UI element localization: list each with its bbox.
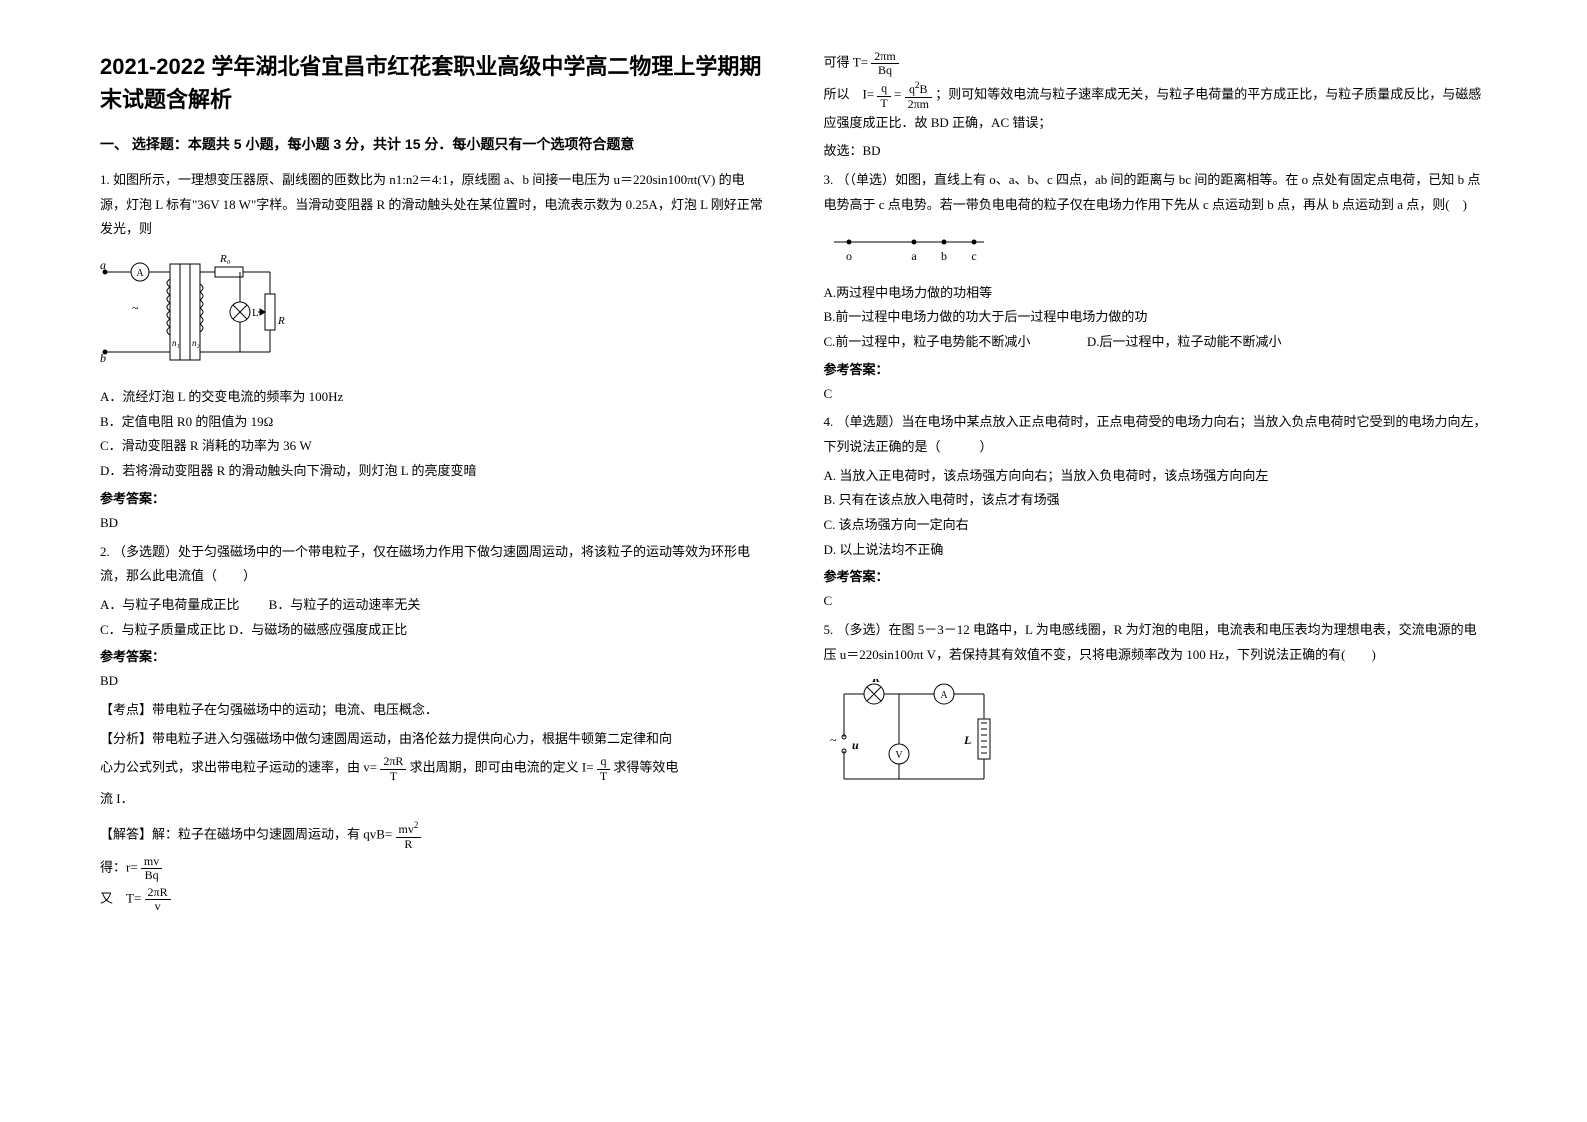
svg-text:n₁: n₁ — [172, 338, 180, 348]
q1-optC: C．滑动变阻器 R 消耗的功率为 36 W — [100, 434, 764, 459]
q1-optA: A．流经灯泡 L 的交变电流的频率为 100Hz — [100, 385, 764, 410]
frac-mv-Bq: mvBq — [141, 855, 162, 882]
q2-optC: C．与粒子质量成正比 — [100, 622, 226, 637]
q2-optA: A．与粒子电荷量成正比 — [100, 597, 239, 612]
q3-optB: B.前一过程中电场力做的功大于后一过程中电场力做的功 — [824, 305, 1488, 330]
svg-text:R: R — [871, 679, 880, 685]
transformer-diagram: A — [100, 254, 290, 372]
q2-answer-label: 参考答案： — [100, 646, 764, 665]
svg-text:a: a — [911, 249, 917, 263]
q1-optD: D．若将滑动变阻器 R 的滑动触头向下滑动，则灯泡 L 的亮度变暗 — [100, 459, 764, 484]
main-title: 2021-2022 学年湖北省宜昌市红花套职业高级中学高二物理上学期期末试题含解… — [100, 50, 764, 116]
q2-fenxi-2: 心力公式列式，求出带电粒子运动的速率，由 v= 2πRT 求出周期，即可由电流的… — [100, 755, 764, 782]
q4-stem: 4. （单选题）当在电场中某点放入正点电荷时，正点电荷受的电场力向右；当放入负点… — [824, 410, 1488, 459]
q2-guxuan: 故选：BD — [824, 139, 1488, 164]
frac-q-T2: qT — [877, 82, 890, 109]
svg-text:~: ~ — [132, 301, 139, 315]
frac-2piR-T: 2πRT — [380, 755, 406, 782]
q5-figure: A V R L u ~ — [824, 679, 1488, 799]
q4-optD: D. 以上说法均不正确 — [824, 538, 1488, 563]
q1-figure: A — [100, 254, 764, 377]
svg-text:a: a — [100, 258, 106, 272]
q2-fenxi-1: 【分析】带电粒子进入匀强磁场中做匀速圆周运动，由洛伦兹力提供向心力，根据牛顿第二… — [100, 727, 764, 752]
left-column: 2021-2022 学年湖北省宜昌市红花套职业高级中学高二物理上学期期末试题含解… — [100, 50, 764, 1072]
right-column: 可得 T= 2πmBq 所以 I= qT = q2B2πm ；则可知等效电流与粒… — [824, 50, 1488, 1072]
line-points-diagram: o a b c — [824, 230, 994, 268]
svg-text:b: b — [941, 249, 947, 263]
q5-stem: 5. （多选）在图 5－3－12 电路中，L 为电感线圈，R 为灯泡的电阻，电流… — [824, 618, 1488, 667]
q4-optA: A. 当放入正电荷时，该点场强方向向右；当放入负电荷时，该点场强方向向左 — [824, 464, 1488, 489]
q2-jieda: 【解答】解：粒子在磁场中匀速圆周运动，有 qvB= mv2R — [100, 821, 764, 850]
svg-text:R: R — [277, 315, 285, 327]
svg-text:b: b — [100, 351, 106, 365]
svg-text:R₀: R₀ — [219, 254, 231, 265]
q2-fenxi-mid1: 心力公式列式，求出带电粒子运动的速率，由 v= — [100, 760, 377, 775]
q4-optC: C. 该点场强方向一定向右 — [824, 513, 1488, 538]
q2-stem: 2. （多选题）处于匀强磁场中的一个带电粒子，仅在磁场力作用下做匀速圆周运动，将… — [100, 540, 764, 589]
svg-text:L: L — [252, 307, 259, 319]
q2-kede: 可得 T= 2πmBq — [824, 50, 1488, 77]
frac-2pim-Bq: 2πmBq — [871, 50, 898, 77]
svg-text:A: A — [136, 268, 144, 279]
frac-q2B-2pim: q2B2πm — [905, 81, 932, 110]
q2-optCD: C．与粒子质量成正比 D．与磁场的磁感应强度成正比 — [100, 618, 764, 643]
circuit-diagram: A V R L u ~ — [824, 679, 1004, 794]
q3-stem: 3. （（单选）如图，直线上有 o、a、b、c 四点，ab 间的距离与 bc 间… — [824, 168, 1488, 217]
q1-answer: BD — [100, 511, 764, 536]
q2-answer: BD — [100, 669, 764, 694]
q2-you: 又 T= 2πRv — [100, 886, 764, 913]
q3-figure: o a b c — [824, 230, 1488, 273]
q2-fenxi-3: 流 I． — [100, 787, 764, 812]
page: 2021-2022 学年湖北省宜昌市红花套职业高级中学高二物理上学期期末试题含解… — [0, 0, 1587, 1122]
q2-fenxi-mid3: 求得等效电 — [613, 760, 678, 775]
q4-answer: C — [824, 589, 1488, 614]
q3-answer: C — [824, 382, 1488, 407]
q3-optA: A.两过程中电场力做的功相等 — [824, 281, 1488, 306]
svg-text:u: u — [852, 738, 859, 752]
q2-optD: D．与磁场的磁感应强度成正比 — [229, 622, 407, 637]
svg-text:A: A — [940, 690, 948, 701]
svg-text:c: c — [971, 249, 976, 263]
svg-text:V: V — [895, 750, 903, 761]
svg-text:o: o — [846, 249, 852, 263]
q2-suoyi: 所以 I= qT = q2B2πm ；则可知等效电流与粒子速率成无关，与粒子电荷… — [824, 81, 1488, 135]
q2-optB: B．与粒子的运动速率无关 — [269, 597, 421, 612]
q2-fenxi-mid2: 求出周期，即可由电流的定义 I= — [410, 760, 594, 775]
q3-optC: C.前一过程中，粒子电势能不断减小 — [824, 334, 1031, 349]
q4-answer-label: 参考答案： — [824, 566, 1488, 585]
q2-optAB: A．与粒子电荷量成正比 B．与粒子的运动速率无关 — [100, 593, 764, 618]
q4-optB: B. 只有在该点放入电荷时，该点才有场强 — [824, 488, 1488, 513]
q3-answer-label: 参考答案： — [824, 359, 1488, 378]
q2-kaodian: 【考点】带电粒子在匀强磁场中的运动；电流、电压概念． — [100, 698, 764, 723]
frac-2piR-v: 2πRv — [145, 886, 171, 913]
frac-q-T: qT — [597, 755, 610, 782]
q1-answer-label: 参考答案： — [100, 488, 764, 507]
q2-de: 得：r= mvBq — [100, 855, 764, 882]
section-heading: 一、 选择题：本题共 5 小题，每小题 3 分，共计 15 分．每小题只有一个选… — [100, 134, 764, 154]
svg-text:n₂: n₂ — [192, 338, 200, 348]
frac-mv2-R: mv2R — [396, 821, 422, 850]
q1-stem: 1. 如图所示，一理想变压器原、副线圈的匝数比为 n1:n2＝4:1，原线圈 a… — [100, 168, 764, 242]
svg-text:~: ~ — [830, 733, 837, 747]
q2-jieda-pre: 【解答】解：粒子在磁场中匀速圆周运动，有 qvB= — [100, 827, 392, 842]
q1-optB: B．定值电阻 R0 的阻值为 19Ω — [100, 410, 764, 435]
q3-optD: D.后一过程中，粒子动能不断减小 — [1087, 334, 1282, 349]
svg-text:L: L — [963, 733, 971, 747]
q3-optCD: C.前一过程中，粒子电势能不断减小 D.后一过程中，粒子动能不断减小 — [824, 330, 1488, 355]
